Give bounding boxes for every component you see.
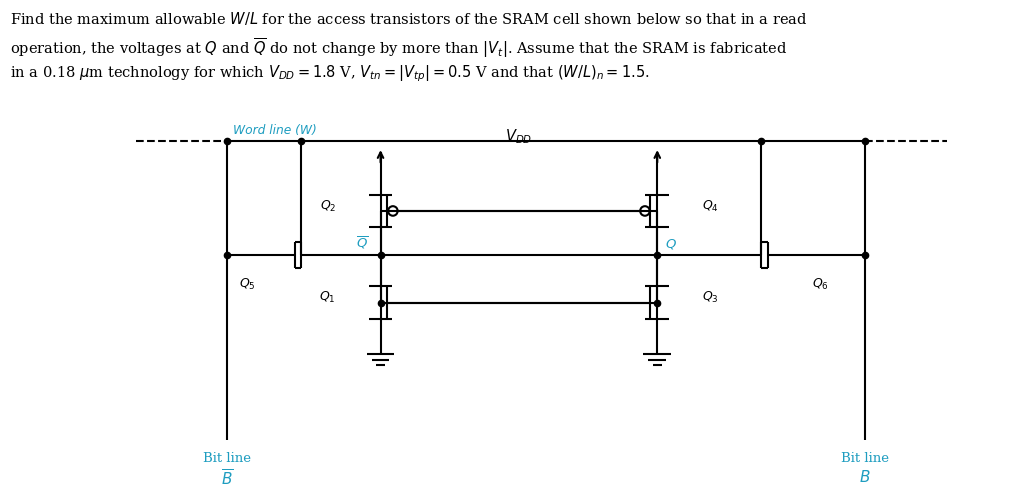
Text: $Q_6$: $Q_6$ <box>812 277 828 292</box>
Text: $Q_1$: $Q_1$ <box>319 290 336 305</box>
Text: in a 0.18 $\mu$m technology for which $V_{DD} = 1.8$ V, $V_{tn} = |V_{tp}| = 0.5: in a 0.18 $\mu$m technology for which $V… <box>10 64 649 84</box>
Text: Bit line: Bit line <box>204 452 251 465</box>
Text: Word line (W): Word line (W) <box>233 124 317 137</box>
Text: Bit line: Bit line <box>841 452 889 465</box>
Text: operation, the voltages at $Q$ and $\overline{Q}$ do not change by more than $|V: operation, the voltages at $Q$ and $\ove… <box>10 37 787 60</box>
Text: Find the maximum allowable $W/L$ for the access transistors of the SRAM cell sho: Find the maximum allowable $W/L$ for the… <box>10 10 808 27</box>
Text: $Q$: $Q$ <box>666 237 677 251</box>
Text: $Q_2$: $Q_2$ <box>319 199 336 213</box>
Text: $\overline{Q}$: $\overline{Q}$ <box>356 234 369 251</box>
Text: $Q_5$: $Q_5$ <box>239 277 255 292</box>
Text: $\overline{B}$: $\overline{B}$ <box>221 469 233 489</box>
Text: $B$: $B$ <box>859 469 870 485</box>
Text: $V_{DD}$: $V_{DD}$ <box>505 127 532 146</box>
Text: $Q_4$: $Q_4$ <box>701 199 719 213</box>
Text: $Q_3$: $Q_3$ <box>701 290 719 305</box>
